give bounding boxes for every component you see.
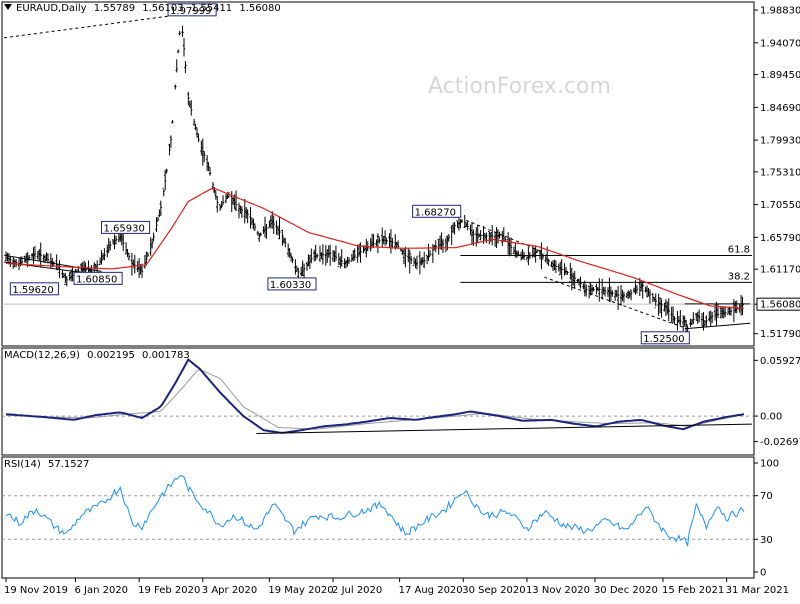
price-annotation-box [412,204,462,218]
low-value: 1.55411 [190,3,233,14]
rsi-panel-frame [1,456,755,579]
price-axis-label: 1.75310 [760,167,800,178]
price-annotation-label: 1.59620 [12,285,53,296]
macd-value: 0.002195 [87,350,135,361]
price-axis-label: 1.79930 [760,136,800,147]
macd-axis-label: 0.00 [760,412,782,423]
macd-trendline [256,423,753,434]
channel-dashed-trendline [465,219,545,253]
rsi-axis-label: 70 [760,491,773,502]
macd-label: MACD(12,26,9) [4,350,80,361]
price-annotation-box [640,331,690,345]
price-axis-label: 1.61170 [760,265,800,276]
rsi-axis-label: 100 [760,459,779,470]
main-header: EURAUD,Daily 1.55789 1.56103 1.55411 1.5… [4,3,285,14]
x-axis-label: 3 Apr 2020 [202,585,257,596]
x-axis-label: 19 May 2020 [268,585,333,596]
macd-panel-frame [1,347,755,456]
x-axis-label: 19 Nov 2019 [4,585,68,596]
price-panel-frame [1,1,755,347]
price-annotation-box [101,220,151,234]
price-axis-label: 1.51790 [760,329,800,340]
x-axis-label: 17 Aug 2020 [399,585,463,596]
price-axis-label: 1.65790 [760,233,800,244]
x-axis-label: 30 Sep 2020 [462,585,525,596]
price-annotation-label: 1.52500 [643,334,684,345]
price-annotation-label: 1.60850 [76,274,117,285]
macd-axis-label: 0.059272 [760,356,800,367]
macd-axis-label: -0.026978 [760,437,800,448]
current-price-box [756,297,800,311]
price-axis-label: 1.89450 [760,70,800,81]
price-annotation-box [73,271,123,285]
price-annotation-label: 1.65930 [104,223,145,234]
rsi-line [5,474,745,547]
x-axis-label: 31 Mar 2021 [726,585,789,596]
price-annotation-box [9,282,59,296]
price-annotation-box [167,3,217,17]
price-axis-label: 1.84690 [760,103,800,114]
support-trendline [684,322,751,330]
x-axis-label: 2 Jul 2020 [332,585,382,596]
price-annotation-label: 1.97999 [170,6,211,17]
macd-header: MACD(12,26,9) 0.002195 0.001783 [4,350,194,361]
macd-signal-value: 0.001783 [142,350,190,361]
x-axis-label: 19 Feb 2020 [138,585,200,596]
price-axis-label: 1.56080 [760,300,800,311]
rsi-header: RSI(14) 57.1527 [4,459,93,470]
price-annotation-label: 1.60330 [270,280,311,291]
rsi-axis-label: 30 [760,535,773,546]
close-value: 1.56080 [239,3,281,14]
price-axis-label: 1.94070 [760,38,800,49]
high-value: 1.56103 [142,3,184,14]
upper-dashed-trendline [3,15,172,39]
x-axis-label: 15 Feb 2021 [662,585,724,596]
watermark: ActionForex.com [428,74,611,99]
price-axis-label: 1.98830 [760,6,800,17]
macd-line [5,358,745,434]
fib-level-label: 38.2 [728,271,750,282]
lower-dashed-trendline [544,276,688,330]
x-axis-label: 6 Jan 2020 [74,585,128,596]
price-annotation-label: 1.68270 [415,207,456,218]
rsi-value: 57.1527 [47,459,90,470]
x-axis-label: 30 Dec 2020 [594,585,658,596]
rsi-axis-label: 0 [760,568,766,579]
rsi-label: RSI(14) [4,459,41,470]
price-axis-label: 1.70550 [760,200,800,211]
symbol-label: EURAUD,Daily [16,3,87,14]
fib-level-label: 61.8 [728,245,750,256]
open-value: 1.55789 [93,3,136,14]
x-axis-label: 13 Nov 2020 [526,585,590,596]
moving-average-line [5,187,745,309]
price-annotation-box [267,277,317,291]
collapse-triangle-icon[interactable] [4,4,12,10]
